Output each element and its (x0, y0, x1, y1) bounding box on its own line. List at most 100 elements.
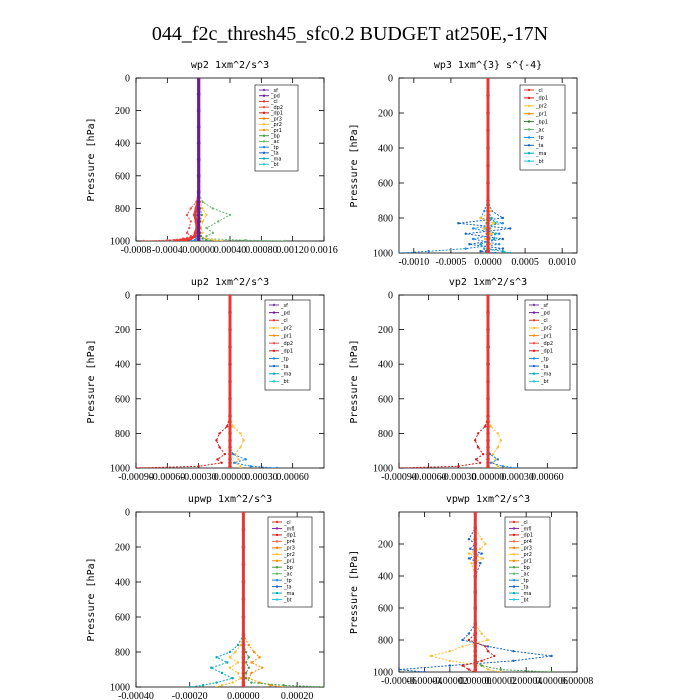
data-point-pr2 (496, 432, 500, 435)
data-point-dp1 (399, 466, 401, 468)
data-point-ma (220, 671, 224, 675)
data-point-cl (473, 561, 478, 565)
legend-marker (275, 559, 279, 562)
data-point-pr1 (247, 643, 250, 647)
data-point-pr2 (489, 425, 493, 428)
x-tick-label: 0.00004 (510, 676, 543, 687)
data-point-dp2 (189, 207, 193, 210)
data-point-pr2 (201, 231, 204, 235)
data-point-pr2 (448, 650, 452, 653)
data-point-pr2 (239, 465, 242, 468)
data-point-dp1 (484, 645, 487, 648)
legend-marker (532, 319, 536, 322)
legend-label: _tp (520, 578, 529, 584)
legend-marker (275, 572, 279, 575)
data-point-cl (486, 452, 490, 456)
data-point-cl (486, 445, 490, 450)
data-point-bp (250, 681, 253, 684)
data-point-cl (473, 547, 478, 551)
data-point-tp (464, 247, 467, 250)
plot-frame (398, 511, 578, 673)
legend-label: _pr3 (520, 546, 532, 552)
series-group (399, 512, 553, 672)
data-point-cl (486, 111, 490, 115)
data-point-dp1 (223, 452, 226, 456)
data-point-pr2 (231, 681, 234, 684)
data-point-bp (205, 238, 208, 241)
legend-marker (262, 151, 266, 155)
x-tick-label: 0.0000 (474, 257, 502, 268)
legend-label: _ta (535, 143, 544, 149)
legend-label: _tp (280, 356, 289, 362)
panels: wp2 1xm^2/s^3 Pressure [hPa] 0 200 400 600 800… (86, 60, 593, 700)
x-tick-label: -0.00002 (432, 676, 468, 687)
legend-label: _mfl (283, 526, 295, 532)
data-point-pr1 (247, 677, 250, 680)
data-point-dp2 (166, 238, 169, 241)
data-point-dp1 (476, 446, 480, 449)
legend-label: _ta (280, 364, 289, 370)
y-tick-label: 1000 (373, 249, 393, 260)
legend-marker (532, 349, 536, 353)
legend: _cl _dp1 _pr2 _pr1_bp1 _ac _tp _ta _ma _bt (519, 84, 566, 171)
legend-marker (262, 123, 266, 126)
legend-label: _tp (535, 135, 544, 141)
data-point-pr2 (489, 209, 493, 213)
data-point-dp1 (215, 439, 218, 442)
legend-marker (272, 303, 276, 307)
data-point-ta (469, 547, 472, 550)
data-point-dp1 (218, 432, 221, 435)
data-point-pr2 (480, 632, 483, 635)
legend-label: _pd (540, 310, 550, 316)
data-point-cl (486, 237, 490, 241)
data-point-cl (486, 93, 490, 98)
x-tick-label: 0.00006 (535, 676, 568, 687)
x-tick-label: 0.00008 (561, 676, 594, 687)
data-point-dp1 (225, 425, 229, 428)
data-point-cl (486, 181, 490, 185)
figure-title: 044_f2c_thresh45_sfc0.2 BUDGET at250E,-1… (152, 23, 548, 45)
y-tick-label: 600 (115, 613, 130, 624)
y-tick-label: 0 (388, 74, 393, 85)
data-point-dp1 (218, 446, 221, 449)
legend-marker (262, 157, 266, 160)
legend-label: _pd (270, 94, 280, 100)
data-point-ma (201, 684, 205, 687)
data-point-cl (486, 345, 490, 349)
y-tick-label: 400 (378, 572, 393, 583)
y-tick-label: 200 (378, 540, 393, 551)
legend-label: _cl (270, 99, 278, 105)
data-point-pr2 (205, 213, 208, 217)
data-point-cl (486, 310, 490, 315)
x-tick-label: 0.00000 (472, 472, 505, 483)
y-tick-label: 800 (378, 429, 393, 440)
y-tick-label: 400 (115, 139, 130, 150)
y-tick-label: 1000 (110, 237, 130, 248)
y-tick-label: 0 (125, 291, 130, 302)
series-line-dp1 (136, 295, 231, 468)
data-point-dp1 (216, 458, 219, 461)
data-point-ta (480, 552, 483, 555)
data-point-ma (210, 666, 213, 669)
legend-label: _ta (520, 584, 529, 590)
data-point-cl (473, 542, 478, 546)
data-point-tp (497, 232, 501, 235)
legend-marker (532, 357, 536, 360)
data-point-bp (247, 666, 250, 669)
y-axis-label: Pressure [hPa] (86, 339, 97, 423)
legend-label: _pr1 (520, 559, 532, 565)
legend-marker (532, 364, 536, 368)
data-point-cl (173, 239, 177, 241)
data-point-pr2 (499, 670, 502, 672)
data-point-pr1 (250, 671, 253, 675)
legend-marker (512, 527, 516, 530)
legend-marker (262, 88, 266, 92)
legend-label: _sf (270, 88, 278, 94)
data-point-pr2 (234, 650, 237, 654)
legend-marker (262, 111, 266, 115)
y-axis-label: Pressure [hPa] (349, 123, 360, 207)
legend-marker (532, 341, 536, 345)
data-point-ac (205, 226, 208, 230)
data-point-pd (196, 206, 201, 211)
data-point-tp (483, 209, 486, 213)
